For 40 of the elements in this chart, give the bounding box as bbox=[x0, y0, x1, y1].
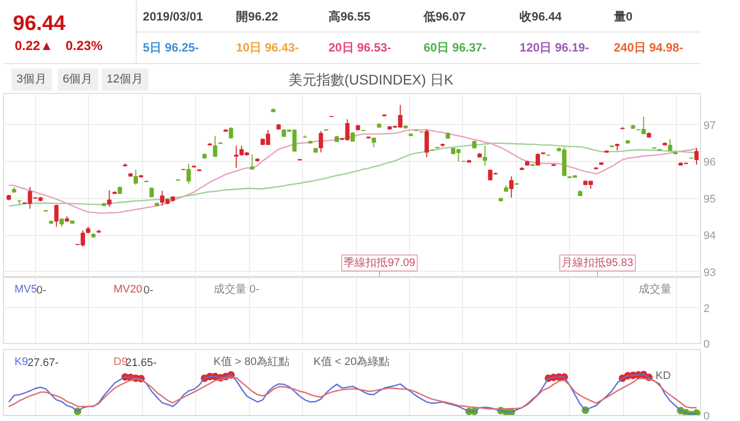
text: 2019/03/01 bbox=[142, 10, 204, 24]
text: 12個月 bbox=[106, 72, 144, 86]
y-tick-label: 93 bbox=[704, 266, 716, 279]
annotation: 月線扣抵95.83 bbox=[562, 257, 634, 270]
text: 5日 96.25- bbox=[142, 40, 199, 54]
y-tick-label: 96 bbox=[704, 156, 716, 169]
text: 收96.44 bbox=[520, 10, 562, 24]
text: 開96.22 bbox=[236, 10, 279, 24]
y-tick-label: 95 bbox=[704, 193, 716, 206]
chart-title: 美元指數(USDINDEX) 日K bbox=[288, 72, 454, 88]
y-tick-label: 0 bbox=[704, 338, 710, 350]
annotation: 季線扣抵97.09 bbox=[344, 256, 416, 270]
text: 量0 bbox=[612, 10, 633, 24]
text: 低96.07 bbox=[422, 10, 466, 24]
text: 3個月 bbox=[16, 72, 47, 86]
text: 27.67- bbox=[28, 357, 60, 370]
annotation: MV20 bbox=[114, 283, 142, 296]
series-label: K9 bbox=[14, 356, 28, 368]
y-tick-label: 2 bbox=[704, 302, 710, 315]
text: 成交量 bbox=[638, 282, 672, 296]
text: 240日 94.98- bbox=[614, 40, 684, 54]
y-tick-label: 97 bbox=[704, 120, 716, 132]
y-tick-label: 94 bbox=[704, 230, 716, 242]
text: 20日 96.53- bbox=[328, 40, 392, 54]
text: K值 < 20為綠點 bbox=[314, 355, 390, 368]
text: 0.23% bbox=[66, 38, 103, 53]
text: 0.22▲ bbox=[14, 38, 53, 53]
annotation: 0- bbox=[144, 284, 154, 296]
text: 120日 96.19- bbox=[520, 40, 590, 54]
annotation: MV5 bbox=[14, 283, 38, 296]
text: 高96.55 bbox=[328, 10, 371, 24]
annotation: 成交量 0- bbox=[214, 282, 260, 296]
text: 6個月 bbox=[62, 72, 94, 86]
chart-title: KD bbox=[656, 370, 671, 382]
annotation: 0- bbox=[36, 284, 47, 296]
text: K值 > 80為紅點 bbox=[214, 356, 290, 368]
text: 10日 96.43- bbox=[236, 40, 299, 54]
text: 96.44 bbox=[12, 12, 66, 35]
text: 21.65- bbox=[126, 357, 158, 370]
text: 60日 96.37- bbox=[424, 40, 486, 54]
